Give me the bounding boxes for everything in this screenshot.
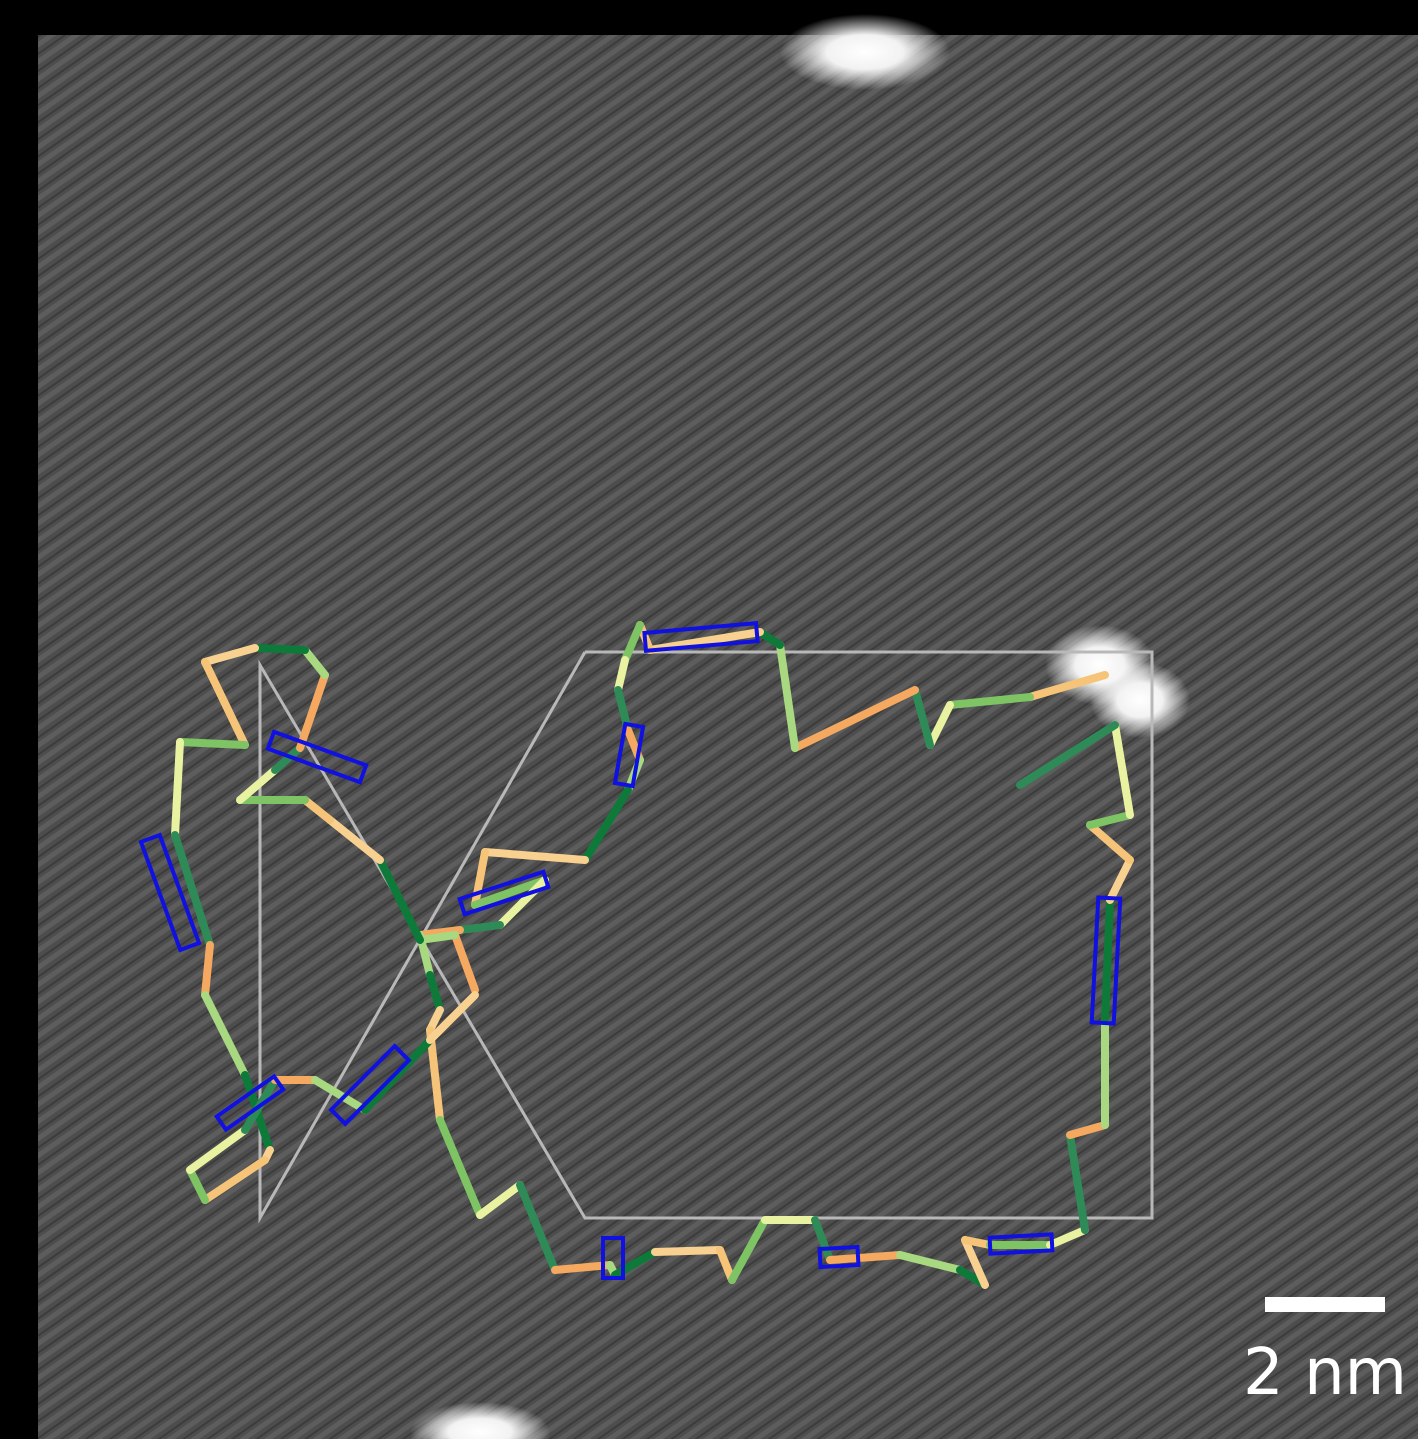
bond-segment — [460, 925, 500, 930]
micrograph: 2 nm — [0, 0, 1418, 1439]
scale-label: 2 nm — [1243, 1336, 1407, 1410]
bond-segment — [175, 742, 180, 835]
scale-bar — [1265, 1297, 1385, 1312]
bond-segment — [1105, 900, 1110, 1020]
bond-segment — [255, 648, 305, 650]
bond-segment — [180, 742, 245, 745]
bond-segment — [205, 945, 210, 995]
bond-segment — [655, 1250, 720, 1252]
atom-blob — [780, 14, 950, 90]
bond-segment — [420, 935, 455, 940]
page: 2 nm (() => { const data = JSON.parse(do… — [0, 0, 1418, 1439]
bond-segment — [830, 1255, 900, 1260]
